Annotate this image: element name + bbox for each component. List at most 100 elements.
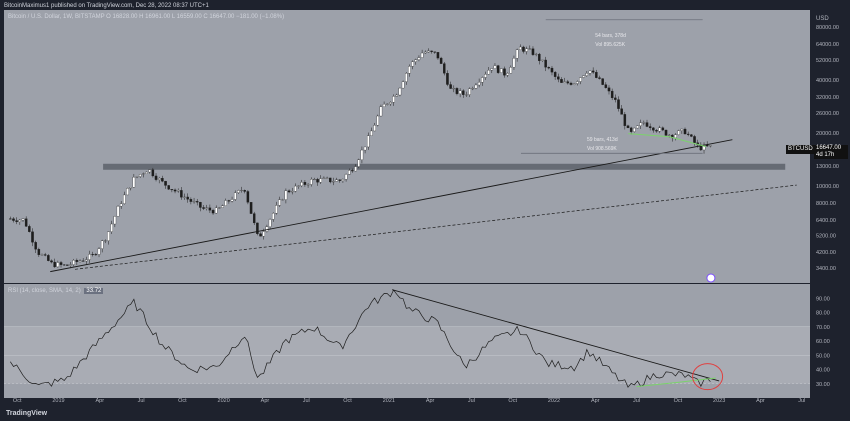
candle-body	[34, 242, 37, 250]
candle-body	[591, 70, 595, 73]
range-bottom-text: 59 bars, 413d	[587, 137, 618, 143]
candle-body	[503, 68, 506, 76]
candle-body	[325, 177, 329, 179]
candle-body	[85, 259, 88, 262]
rsi-trendline	[392, 289, 720, 382]
candle-body	[110, 223, 113, 232]
candle-body	[439, 57, 443, 64]
price-pane	[4, 10, 810, 283]
candle-body	[595, 72, 598, 78]
rsi-tick-label: 90.00	[816, 296, 830, 302]
x-tick-label: Jul	[138, 398, 145, 404]
candle-body	[72, 260, 75, 265]
candle-body	[373, 125, 376, 132]
candle-body	[297, 185, 300, 187]
price-badge: 16647.00 4d 17h	[814, 145, 848, 159]
candle-body	[233, 192, 237, 200]
candle-body	[59, 262, 63, 265]
candle-body	[648, 126, 652, 129]
candle-body	[218, 207, 221, 209]
candle-body	[462, 90, 465, 95]
candle-body	[195, 201, 199, 203]
candle-body	[56, 262, 60, 268]
candle-body	[94, 254, 98, 256]
x-tick-label: Jul	[798, 398, 805, 404]
candle-body	[180, 190, 183, 198]
candle-body	[683, 128, 687, 135]
x-tick-label: Oct	[13, 398, 22, 404]
green-support-line	[628, 133, 707, 148]
rsi-legend: RSI (14, close, SMA, 14, 2) 33.72	[8, 288, 104, 294]
candle-body	[398, 87, 402, 96]
candle-body	[610, 90, 614, 99]
candle-body	[202, 207, 205, 209]
candle-body	[690, 134, 693, 137]
tradingview-logo[interactable]: TradingView	[6, 410, 47, 417]
y-tick-label: 6400.00	[816, 218, 836, 224]
candle-body	[246, 191, 250, 203]
candle-body	[132, 176, 136, 188]
candle-body	[221, 205, 224, 208]
candle-body	[582, 75, 585, 78]
candle-body	[468, 88, 471, 95]
candle-body	[395, 94, 399, 97]
candle-body	[433, 51, 437, 53]
candle-body	[290, 191, 294, 193]
candle-body	[338, 179, 342, 181]
candle-body	[585, 73, 589, 76]
candle-body	[538, 53, 541, 61]
candle-body	[78, 260, 82, 262]
rsi-tick-label: 70.00	[816, 325, 830, 331]
y-axis-unit: USD	[816, 16, 829, 22]
candle-body	[18, 219, 22, 223]
symbol-name: Bitcoin / U.S. Dollar, 1W, BITSTAMP	[8, 14, 105, 20]
y-tick-label: 26000.00	[816, 111, 839, 117]
candle-body	[259, 233, 262, 237]
candle-body	[430, 50, 433, 52]
candle-body	[15, 220, 18, 223]
candle-body	[626, 125, 630, 129]
candle-body	[405, 73, 408, 82]
candle-body	[104, 240, 107, 242]
candle-body	[186, 196, 189, 200]
candle-body	[525, 48, 528, 52]
y-tick-label: 10000.00	[816, 184, 839, 190]
candle-body	[436, 52, 440, 59]
candle-body	[183, 196, 186, 198]
y-tick-label: 32000.00	[816, 95, 839, 101]
candle-body	[557, 76, 560, 80]
candle-body	[379, 106, 383, 117]
candle-body	[490, 68, 494, 71]
candle-body	[47, 255, 50, 261]
candle-body	[157, 178, 161, 180]
candle-body	[411, 61, 414, 67]
candle-body	[661, 127, 665, 131]
candle-body	[427, 50, 430, 53]
candle-body	[113, 216, 117, 225]
candle-body	[271, 212, 275, 220]
candle-body	[386, 103, 389, 105]
candle-body	[135, 176, 139, 178]
candle-body	[512, 58, 516, 68]
candle-body	[192, 201, 196, 203]
candle-body	[560, 79, 563, 83]
candle-body	[313, 179, 316, 181]
candle-body	[354, 166, 357, 172]
candle-body	[601, 78, 604, 85]
candle-body	[322, 177, 326, 179]
candle-body	[598, 77, 601, 79]
candle-body	[664, 129, 668, 136]
candle-body	[389, 102, 392, 105]
candle-body	[21, 218, 25, 221]
candle-body	[28, 226, 31, 232]
x-tick-label: Oct	[178, 398, 187, 404]
candle-body	[414, 59, 418, 62]
candle-body	[633, 127, 636, 132]
rsi-title: RSI (14, close, SMA, 14, 2)	[8, 288, 81, 294]
candle-body	[88, 254, 91, 260]
candle-body	[576, 81, 579, 84]
candle-body	[382, 103, 386, 107]
candle-body	[623, 114, 627, 126]
rsi-value: 33.72	[84, 288, 104, 294]
